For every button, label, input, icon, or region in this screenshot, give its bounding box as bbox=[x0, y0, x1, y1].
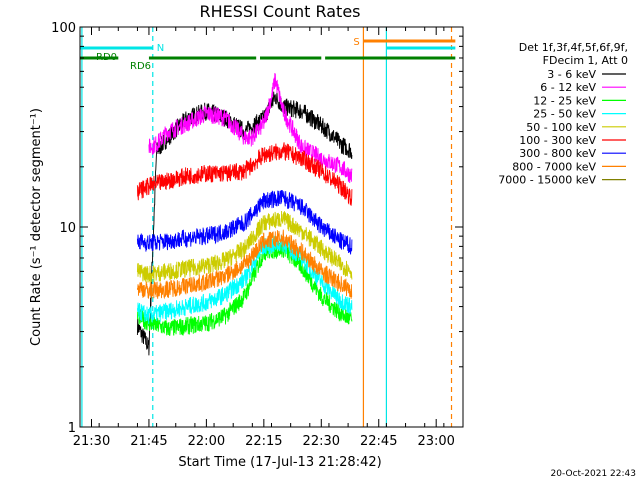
legend-label-6: 300 - 800 keV bbox=[519, 147, 596, 160]
marker-label-1: S bbox=[353, 37, 359, 48]
plot-frame bbox=[79, 26, 464, 428]
series-line-3 bbox=[136, 234, 353, 325]
series-line-5 bbox=[136, 142, 353, 206]
y-axis: 1 10 100 bbox=[51, 21, 463, 436]
y-tick-label-2: 100 bbox=[51, 21, 76, 36]
legend-header-2: FDecim 1, Att 0 bbox=[543, 54, 628, 67]
x-axis: 21:30 21:45 22:00 22:15 22:30 22:45 23:00 bbox=[73, 27, 464, 449]
series-line-1 bbox=[148, 73, 353, 184]
legend-label-7: 800 - 7000 keV bbox=[512, 160, 596, 173]
y-axis-label: Count Rate (s⁻¹ detector segment⁻¹) bbox=[29, 108, 44, 346]
chart-title: RHESSI Count Rates bbox=[200, 2, 361, 21]
series-line-4 bbox=[136, 210, 353, 283]
series-line-2 bbox=[136, 240, 353, 337]
legend-label-1: 6 - 12 keV bbox=[540, 81, 596, 94]
x-tick-label-1: 21:45 bbox=[130, 434, 167, 449]
x-tick-label-0: 21:30 bbox=[73, 434, 110, 449]
x-tick-label-4: 22:30 bbox=[303, 434, 340, 449]
timestamp: 20-Oct-2021 22:43 bbox=[551, 469, 636, 479]
marker-label-0: N bbox=[157, 43, 164, 54]
y-tick-label-1: 10 bbox=[59, 221, 76, 236]
legend-header-1: Det 1f,3f,4f,5f,6f,9f, bbox=[519, 41, 628, 54]
series-line-6 bbox=[136, 190, 353, 255]
x-tick-label-3: 22:15 bbox=[245, 434, 282, 449]
legend-label-5: 100 - 300 keV bbox=[519, 134, 596, 147]
legend-label-0: 3 - 6 keV bbox=[547, 68, 596, 81]
bar-label-rd0: RD0 bbox=[96, 52, 117, 63]
x-tick-label-5: 22:45 bbox=[360, 434, 397, 449]
x-tick-label-2: 22:00 bbox=[188, 434, 225, 449]
legend-label-8: 7000 - 15000 keV bbox=[498, 174, 596, 187]
legend: Det 1f,3f,4f,5f,6f,9f, FDecim 1, Att 0 3… bbox=[498, 41, 628, 187]
y-tick-label-0: 1 bbox=[68, 421, 76, 436]
legend-label-3: 25 - 50 keV bbox=[533, 108, 596, 121]
x-axis-label: Start Time (17-Jul-13 21:28:42) bbox=[178, 455, 381, 470]
bar-label-rd6: RD6 bbox=[130, 61, 151, 72]
series-line-7 bbox=[136, 229, 353, 300]
x-tick-label-6: 23:00 bbox=[417, 434, 454, 449]
legend-label-4: 50 - 100 keV bbox=[526, 121, 596, 134]
legend-label-2: 12 - 25 keV bbox=[533, 94, 596, 107]
